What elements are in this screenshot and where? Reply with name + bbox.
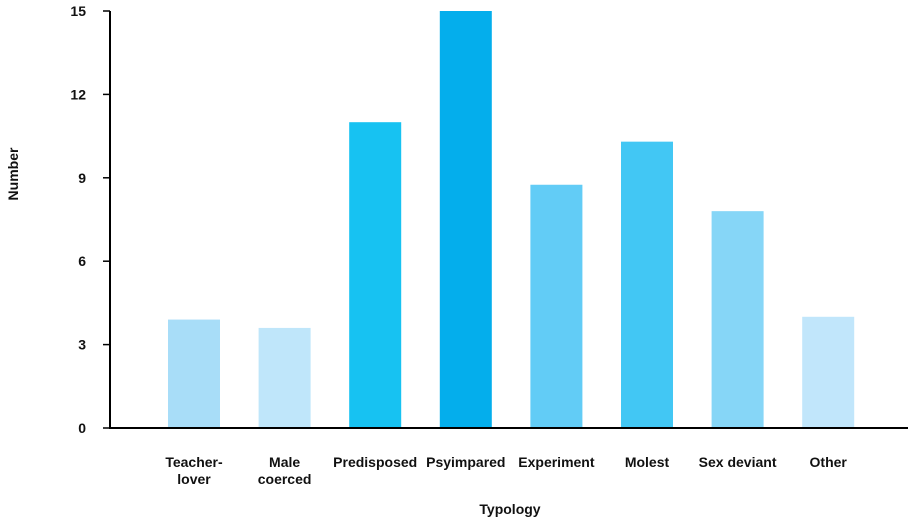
y-tick-label: 6 xyxy=(78,253,86,269)
y-tick-label: 15 xyxy=(70,3,86,19)
y-axis-ticks: 0 3 6 9 12 15 xyxy=(70,3,110,436)
bars xyxy=(168,11,855,428)
bar xyxy=(802,316,855,428)
x-axis-title: Typology xyxy=(479,501,540,517)
x-category-label: Psyimpared xyxy=(426,454,505,470)
x-category-label: Teacher-lover xyxy=(165,454,223,487)
x-category-label: Other xyxy=(810,454,848,470)
y-tick-label: 3 xyxy=(78,337,86,353)
x-category-label: Molest xyxy=(625,454,670,470)
y-tick-label: 0 xyxy=(78,420,86,436)
x-axis-category-labels: Teacher-lover Male coerced Predisposed Psyim… xyxy=(165,454,847,487)
y-tick-label: 9 xyxy=(78,170,86,186)
bar xyxy=(711,211,764,428)
bar xyxy=(530,184,583,428)
bar xyxy=(168,319,220,428)
bar xyxy=(258,327,311,428)
bar xyxy=(439,11,492,428)
y-tick-label: 12 xyxy=(70,86,86,102)
x-category-label: Sex deviant xyxy=(699,454,777,470)
x-category-label: Male coerced xyxy=(258,454,312,487)
y-axis-title: Number xyxy=(5,147,21,200)
x-category-label: Predisposed xyxy=(333,454,417,470)
bar xyxy=(621,141,673,428)
x-category-label: Experiment xyxy=(518,454,595,470)
bar xyxy=(349,122,402,428)
